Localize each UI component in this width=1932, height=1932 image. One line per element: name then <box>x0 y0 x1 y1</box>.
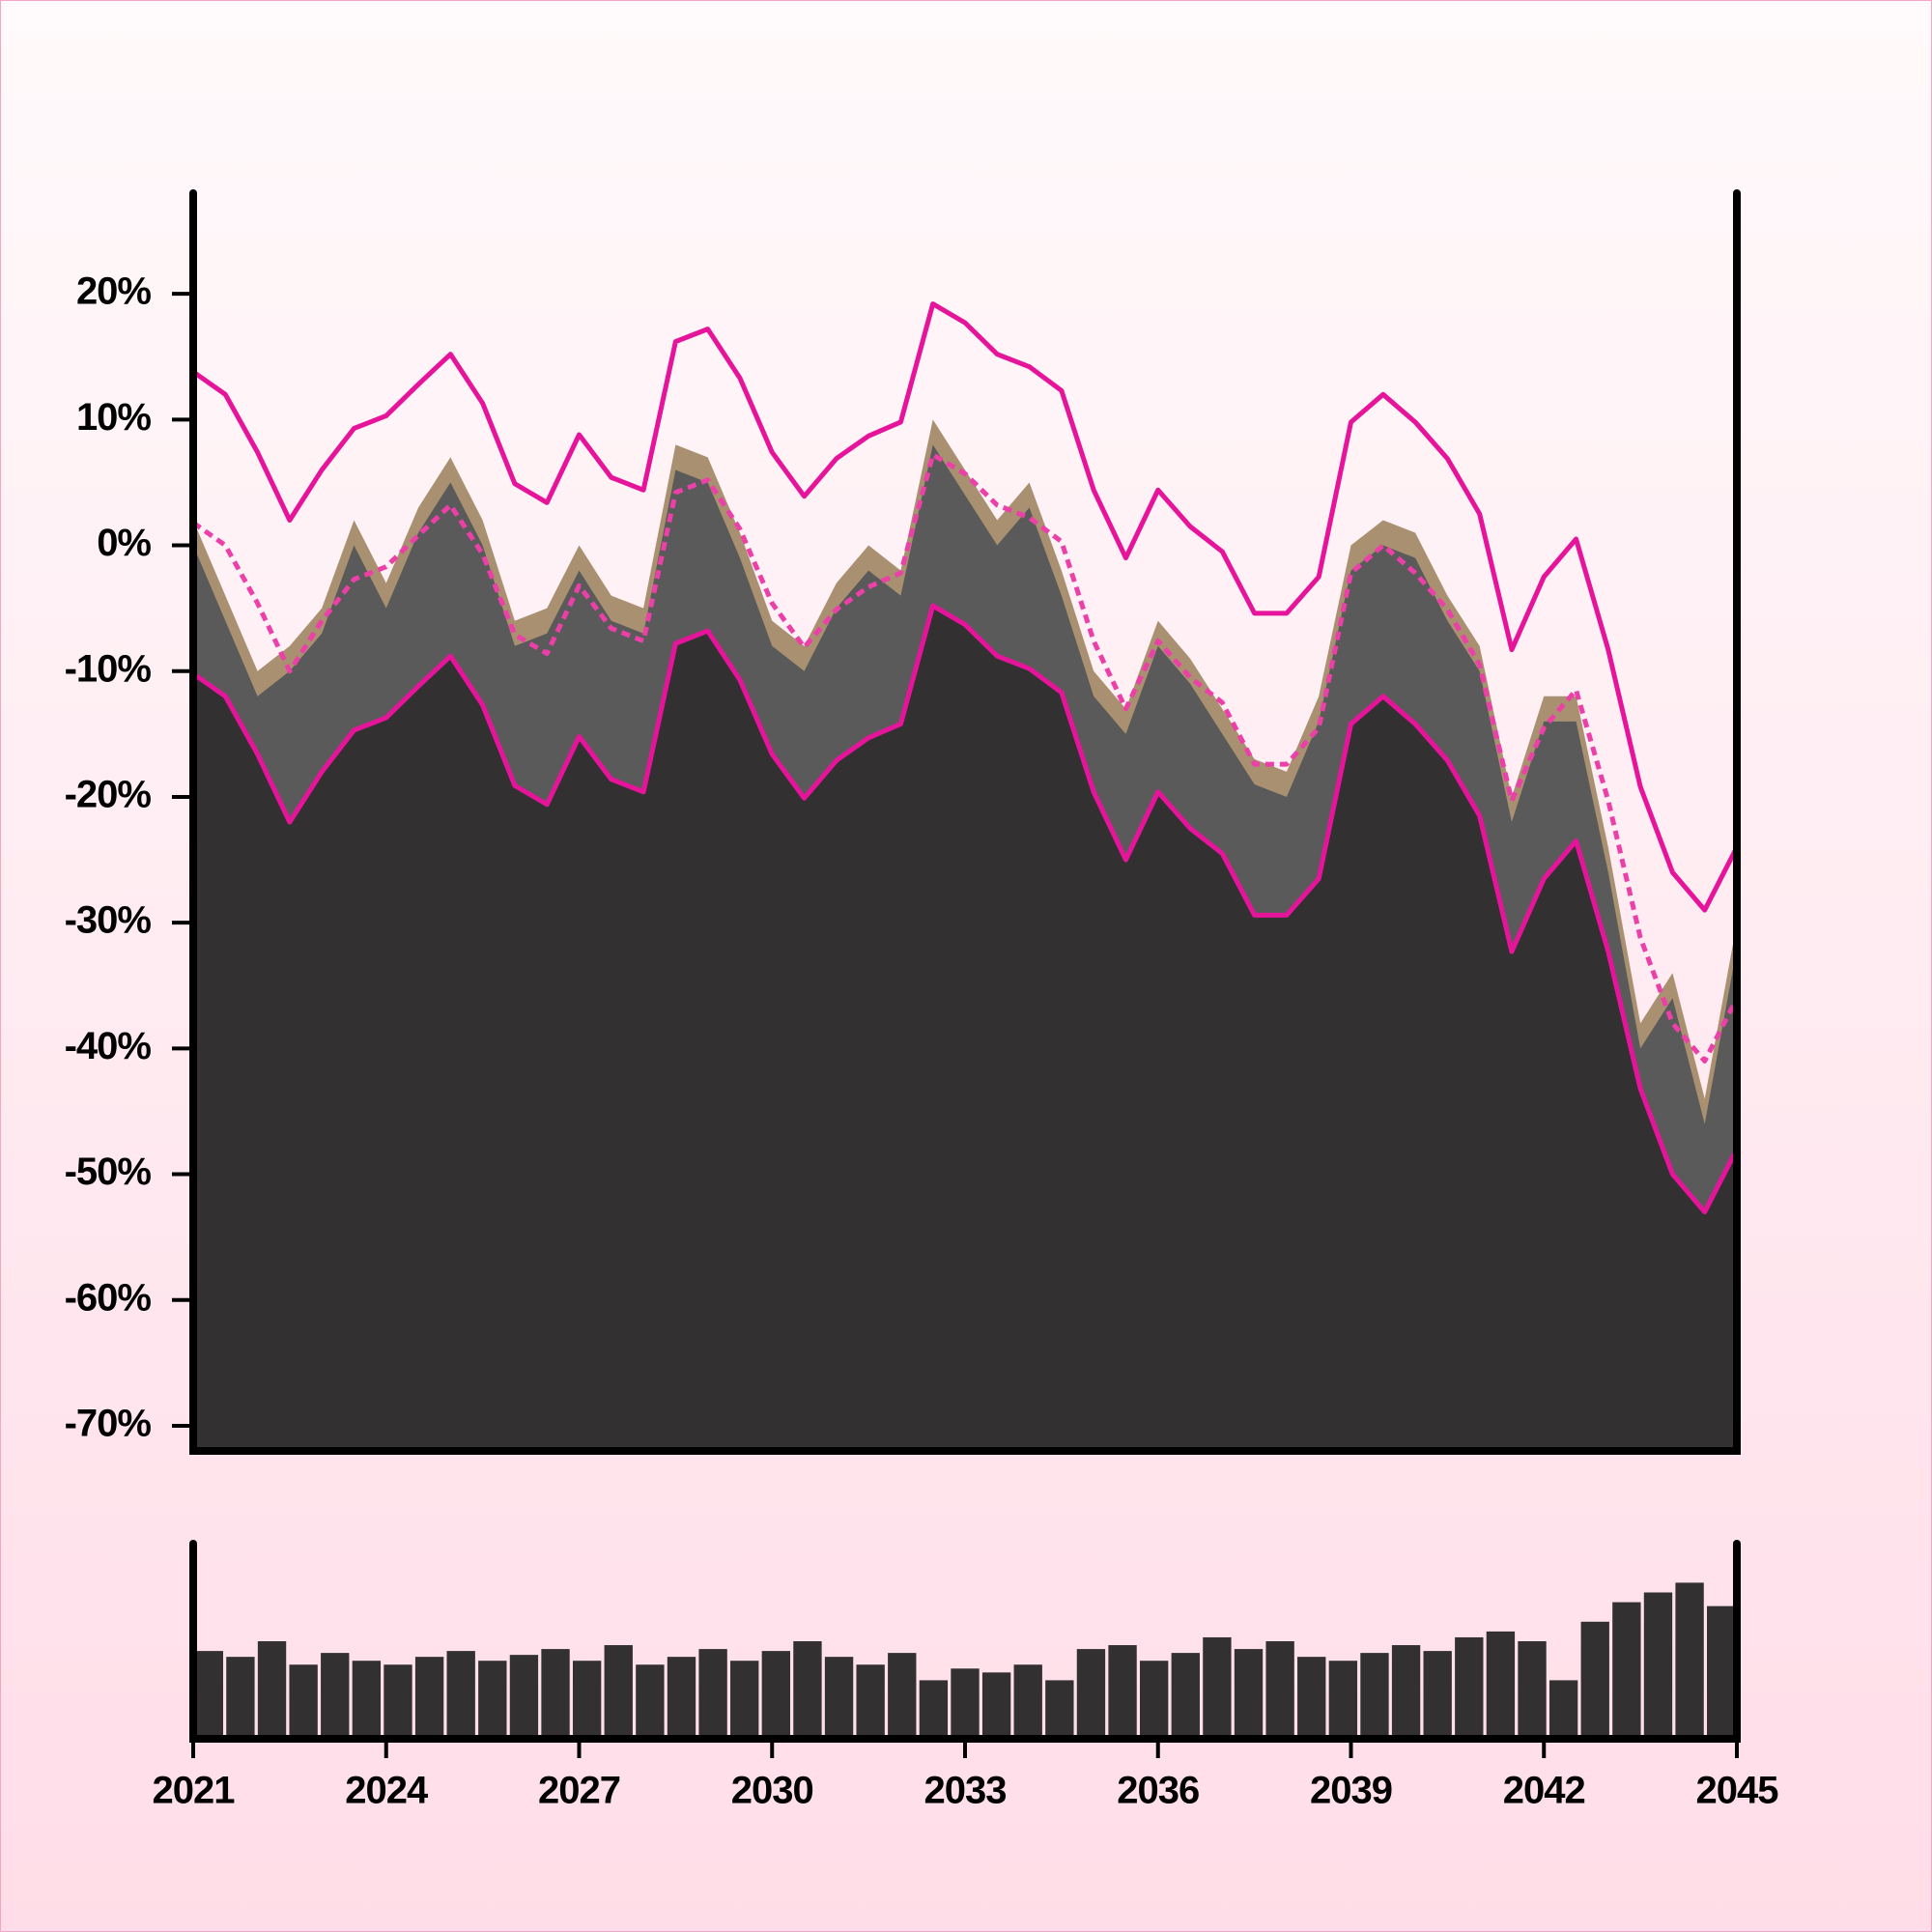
y-tick-label: -10% <box>65 647 152 690</box>
volume-bar <box>1548 1680 1578 1739</box>
area <box>193 606 1737 1451</box>
x-tick-label: 2042 <box>1503 1770 1585 1812</box>
volume-bar <box>1360 1653 1389 1739</box>
volume-bar <box>257 1641 287 1739</box>
x-tick-label: 2024 <box>345 1770 429 1812</box>
volume-bar <box>919 1680 949 1739</box>
volume-bar <box>1486 1631 1516 1739</box>
volume-bar <box>1707 1605 1736 1739</box>
volume-bar <box>1234 1649 1264 1739</box>
volume-bar <box>1265 1641 1294 1739</box>
volume-bar <box>478 1661 507 1739</box>
x-tick-label: 2027 <box>538 1770 620 1812</box>
y-tick-label: -20% <box>65 774 152 816</box>
volume-bar <box>1643 1592 1673 1739</box>
y-tick-label: 10% <box>76 396 151 439</box>
volume-bar <box>1076 1649 1106 1739</box>
volume-bar <box>793 1641 822 1739</box>
y-tick-label: -70% <box>65 1403 152 1445</box>
volume-bar <box>384 1664 412 1739</box>
volume-bar <box>1612 1602 1641 1739</box>
volume-bar <box>226 1657 255 1739</box>
volume-bar <box>1423 1651 1452 1739</box>
volume-bar <box>1045 1680 1074 1739</box>
x-tick-label: 2021 <box>153 1770 236 1812</box>
x-tick-label: 2030 <box>731 1770 813 1812</box>
volume-bar <box>414 1657 444 1739</box>
volume-bar <box>1391 1645 1421 1739</box>
volume-bar <box>1139 1661 1169 1739</box>
volume-bar <box>446 1651 475 1739</box>
volume-bar <box>194 1651 223 1739</box>
volume-bar <box>1013 1664 1042 1739</box>
volume-bar <box>888 1653 917 1739</box>
volume-bar <box>509 1655 539 1739</box>
x-tick-label: 2039 <box>1310 1770 1392 1812</box>
volume-bar <box>981 1672 1011 1739</box>
volume-bar <box>1203 1636 1232 1739</box>
volume-bar <box>667 1657 696 1739</box>
y-tick-label: -30% <box>65 899 152 942</box>
volume-bar <box>1455 1636 1484 1739</box>
volume-bar <box>856 1664 885 1739</box>
volume-bar <box>352 1661 382 1739</box>
volume-bar <box>730 1661 759 1739</box>
volume-bar <box>824 1657 854 1739</box>
volume-bar <box>289 1664 318 1739</box>
volume-bar <box>1328 1661 1358 1739</box>
volume-bar <box>951 1668 980 1739</box>
line <box>191 603 1740 1215</box>
volume-bar <box>572 1661 602 1739</box>
volume-bar <box>1580 1621 1609 1739</box>
volume-bar <box>321 1653 350 1739</box>
y-tick-label: -60% <box>65 1276 152 1319</box>
x-tick-label: 2036 <box>1117 1770 1199 1812</box>
volume-bar <box>1675 1582 1704 1739</box>
volume-bar <box>1518 1641 1547 1739</box>
y-tick-label: 20% <box>76 270 151 313</box>
line <box>191 301 1740 913</box>
y-tick-label: 0% <box>97 522 151 564</box>
volume-bar <box>541 1649 570 1739</box>
volume-bar <box>604 1645 633 1739</box>
volume-bar <box>1108 1645 1137 1739</box>
volume-bar <box>1297 1657 1326 1739</box>
x-tick-label: 2033 <box>924 1770 1007 1812</box>
y-tick-label: -50% <box>65 1151 152 1193</box>
plot-layer: 20% 10% 0% -10% -20% -30% -40% -50% -60% -70% 2021… <box>65 189 1779 1812</box>
line <box>191 452 1740 1064</box>
volume-bar <box>698 1649 727 1739</box>
x-tick-label: 2045 <box>1696 1770 1779 1812</box>
y-tick-label: -40% <box>65 1025 152 1067</box>
volume-bar <box>761 1651 791 1739</box>
volume-bar <box>636 1664 665 1739</box>
volume-bar <box>1171 1653 1200 1739</box>
